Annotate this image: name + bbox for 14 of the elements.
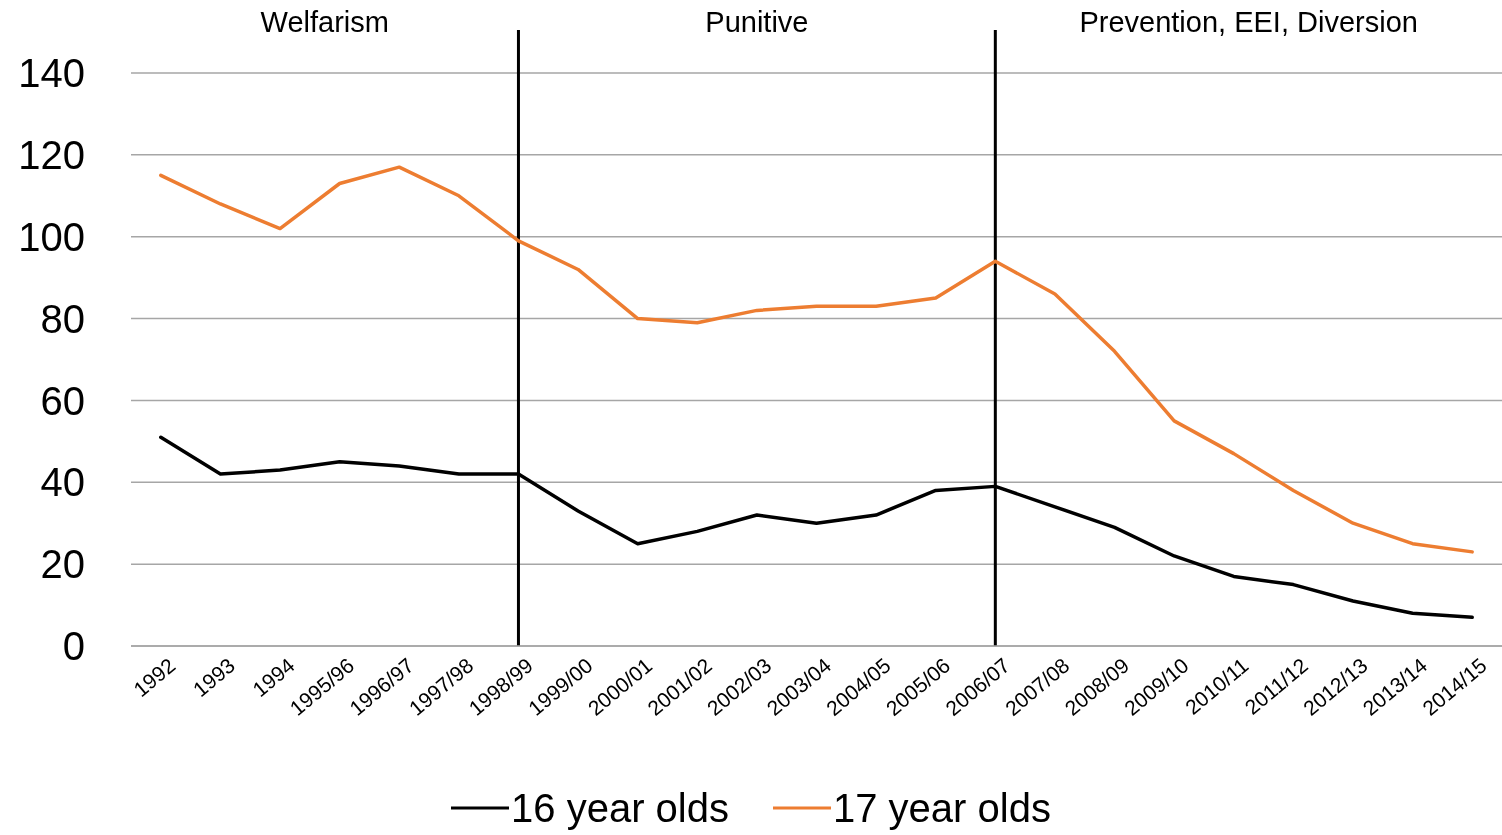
y-tick-label: 20 [40, 542, 85, 587]
legend-label: 16 year olds [511, 785, 729, 832]
legend-label: 17 year olds [833, 785, 1051, 832]
line-series [159, 165, 1474, 554]
text: Welfarism [260, 5, 389, 40]
y-tick-label: 100 [18, 214, 85, 259]
text: Punitive [705, 5, 809, 40]
text: Prevention, EEI, Diversion [1079, 5, 1418, 40]
y-tick-label: 80 [40, 296, 85, 341]
y-tick-label: 60 [40, 378, 85, 423]
y-tick-label: 120 [18, 133, 85, 178]
y-tick-label: 140 [18, 51, 85, 96]
y-tick-label: 40 [40, 460, 85, 505]
y-tick-label: 0 [62, 624, 85, 669]
